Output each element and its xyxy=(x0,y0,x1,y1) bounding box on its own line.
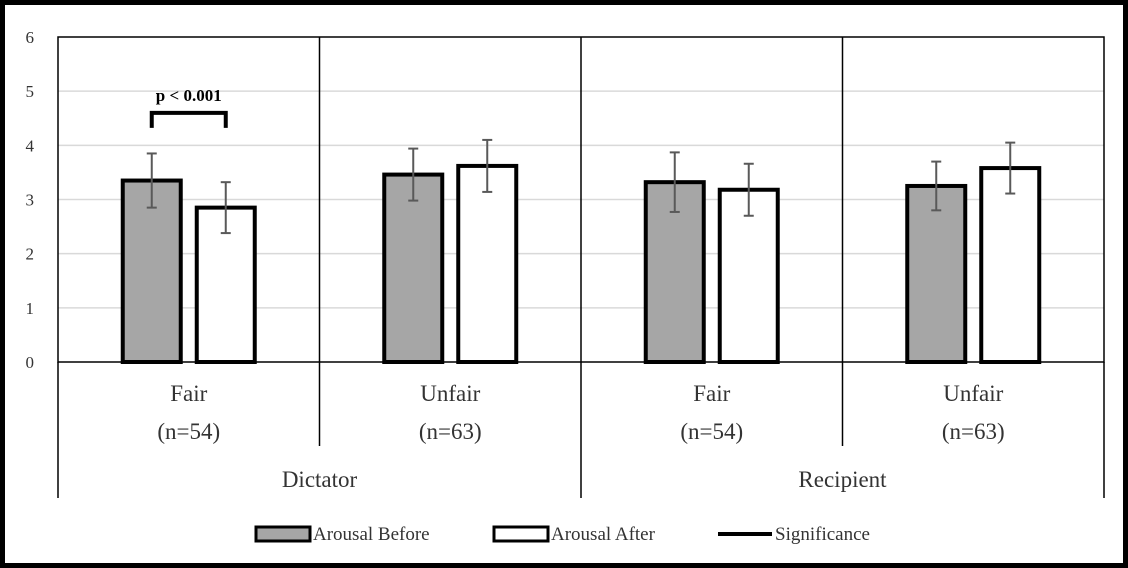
significance-annotation: p < 0.001 xyxy=(149,86,228,128)
legend-arousal-before-label: Arousal Before xyxy=(313,524,430,545)
category-label: Fair xyxy=(170,381,207,406)
axis-layer xyxy=(57,36,1105,498)
significance-bracket xyxy=(149,110,228,128)
category-sample-size: (n=54) xyxy=(157,419,220,444)
y-tick-label: 4 xyxy=(26,136,35,155)
category-label: Fair xyxy=(693,381,730,406)
bar-arousal-after xyxy=(456,163,519,364)
y-tick-label: 3 xyxy=(26,191,35,210)
legend-arousal-after-label: Arousal After xyxy=(551,524,656,545)
category-label: Unfair xyxy=(943,381,1003,406)
category-sample-size: (n=63) xyxy=(942,419,1005,444)
category-label-layer: Fair (n=54) Unfair (n=63) Fair (n=54) Unfair (n… xyxy=(157,381,1004,492)
significance-label: p < 0.001 xyxy=(156,86,222,105)
y-tick-label: 1 xyxy=(26,299,35,318)
group-label: Dictator xyxy=(282,467,358,492)
legend-significance-label: Significance xyxy=(775,524,870,545)
legend-arousal-before-swatch xyxy=(254,525,312,543)
legend: Arousal Before Arousal After Significance xyxy=(254,524,870,545)
y-tick-label: 2 xyxy=(26,245,35,264)
y-tick-label: 0 xyxy=(26,353,35,372)
bar-arousal-before xyxy=(382,172,445,364)
category-sample-size: (n=63) xyxy=(419,419,482,444)
bar-arousal-after xyxy=(979,166,1042,364)
legend-arousal-after-swatch xyxy=(492,525,550,543)
y-tick-label: 5 xyxy=(26,82,35,101)
error-bar-layer xyxy=(146,138,1016,235)
group-label: Recipient xyxy=(798,467,887,492)
bar-layer xyxy=(120,163,1042,364)
y-tick-label: 6 xyxy=(26,28,35,47)
category-label: Unfair xyxy=(420,381,480,406)
y-tick-labels: 0 1 2 3 4 5 6 xyxy=(26,28,35,372)
category-sample-size: (n=54) xyxy=(680,419,743,444)
bar-arousal-before xyxy=(905,183,968,364)
